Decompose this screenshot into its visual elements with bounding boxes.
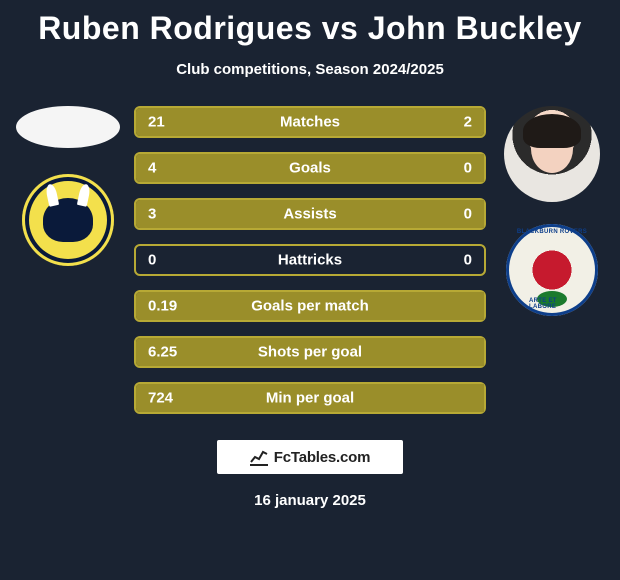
stat-left-value: 3	[148, 206, 156, 223]
stat-row: 6.25 Shots per goal	[134, 336, 486, 368]
stat-label: Assists	[283, 206, 336, 223]
right-club-crest: BLACKBURN ROVERS ARTE ET LABORE	[506, 224, 598, 316]
stat-label: Min per goal	[266, 390, 354, 407]
brand-text: FcTables.com	[274, 449, 371, 466]
stat-row: 4 0 Goals	[134, 152, 486, 184]
rose-icon	[529, 247, 575, 293]
stat-left-value: 6.25	[148, 344, 177, 361]
page-title: Ruben Rodrigues vs John Buckley	[0, 0, 620, 47]
stat-row: 0.19 Goals per match	[134, 290, 486, 322]
stat-row: 21 2 Matches	[134, 106, 486, 138]
stat-label: Goals per match	[251, 298, 369, 315]
stat-left-value: 4	[148, 160, 156, 177]
chart-icon	[250, 448, 268, 466]
crest-motto: ARTE ET LABORE	[529, 298, 575, 310]
left-player-column	[8, 106, 128, 266]
comparison-panel: BLACKBURN ROVERS ARTE ET LABORE 21 2 Match…	[0, 106, 620, 414]
stat-row: 0 0 Hattricks	[134, 244, 486, 276]
stat-row: 3 0 Assists	[134, 198, 486, 230]
stat-left-value: 724	[148, 390, 173, 407]
stat-right-value: 0	[464, 252, 472, 269]
brand-badge: FcTables.com	[217, 440, 403, 474]
stat-bars: 21 2 Matches 4 0 Goals 3 0 Assists 0 0 Hattricks 0.1…	[134, 106, 486, 414]
stat-left-value: 0.19	[148, 298, 177, 315]
crest-top-text: BLACKBURN ROVERS	[517, 229, 587, 235]
stat-right-value: 0	[464, 160, 472, 177]
left-player-avatar	[16, 106, 120, 148]
footer-date: 16 january 2025	[0, 492, 620, 509]
stat-left-value: 0	[148, 252, 156, 269]
stat-row: 724 Min per goal	[134, 382, 486, 414]
right-player-column: BLACKBURN ROVERS ARTE ET LABORE	[492, 106, 612, 316]
page-subtitle: Club competitions, Season 2024/2025	[0, 61, 620, 78]
stat-left-value: 21	[148, 114, 165, 131]
stat-label: Matches	[280, 114, 340, 131]
stat-label: Goals	[289, 160, 331, 177]
right-player-avatar	[504, 106, 600, 202]
ox-head-icon	[43, 198, 93, 242]
left-club-crest	[22, 174, 114, 266]
stat-right-value: 0	[464, 206, 472, 223]
stat-label: Shots per goal	[258, 344, 362, 361]
stat-right-value: 2	[464, 114, 472, 131]
stat-label: Hattricks	[278, 252, 342, 269]
